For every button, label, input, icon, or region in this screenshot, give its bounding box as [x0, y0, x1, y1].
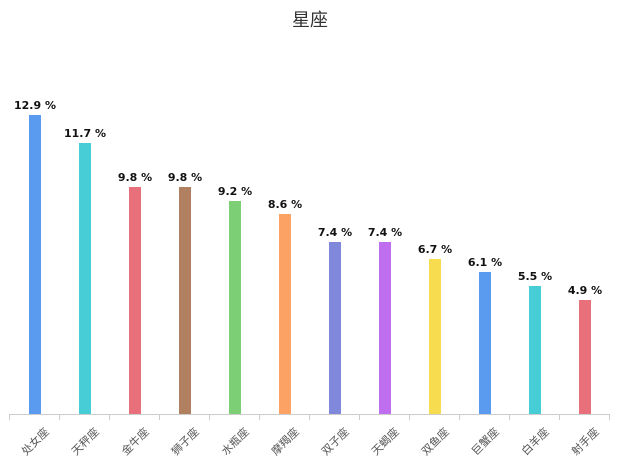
bar-value-label: 9.8 % — [117, 171, 153, 184]
bar[interactable] — [29, 115, 41, 414]
bar[interactable] — [579, 300, 591, 414]
x-axis-tick — [59, 414, 60, 420]
x-axis-category-label: 摩羯座 — [269, 425, 302, 458]
bar-value-label: 9.2 % — [217, 185, 253, 198]
x-axis-category-label: 双子座 — [319, 425, 352, 458]
x-axis-tick — [259, 414, 260, 420]
bar[interactable] — [529, 286, 541, 414]
x-axis-category-label: 射手座 — [569, 425, 602, 458]
x-axis-tick — [309, 414, 310, 420]
bar-value-label: 9.8 % — [167, 171, 203, 184]
x-axis-tick — [609, 414, 610, 420]
bar-value-label: 5.5 % — [517, 270, 553, 283]
bar-value-label: 6.1 % — [467, 256, 503, 269]
bar[interactable] — [229, 201, 241, 414]
x-axis-category-label: 金牛座 — [119, 425, 152, 458]
x-axis-category-label: 双鱼座 — [419, 425, 452, 458]
bar[interactable] — [179, 187, 191, 414]
bar-value-label: 6.7 % — [417, 243, 453, 256]
bar[interactable] — [79, 143, 91, 414]
bar[interactable] — [479, 272, 491, 414]
x-axis-category-label: 天秤座 — [69, 425, 102, 458]
bar-value-label: 11.7 % — [64, 127, 106, 140]
x-axis-tick — [9, 414, 10, 420]
x-axis-category-label: 水瓶座 — [219, 425, 252, 458]
bar-value-label: 8.6 % — [267, 198, 303, 211]
bar-value-label: 12.9 % — [14, 99, 56, 112]
x-axis-tick — [359, 414, 360, 420]
x-axis-category-label: 天蝎座 — [369, 425, 402, 458]
x-axis-category-label: 处女座 — [19, 425, 52, 458]
chart-title: 星座 — [292, 10, 328, 31]
x-axis-tick — [209, 414, 210, 420]
x-axis-tick — [109, 414, 110, 420]
x-axis-tick — [159, 414, 160, 420]
bar[interactable] — [379, 242, 391, 414]
bar[interactable] — [429, 259, 441, 414]
bar[interactable] — [329, 242, 341, 414]
bar-value-label: 7.4 % — [367, 226, 403, 239]
x-axis-category-label: 巨蟹座 — [469, 425, 502, 458]
x-axis-category-label: 狮子座 — [169, 425, 202, 458]
x-axis-tick — [409, 414, 410, 420]
bar-value-label: 4.9 % — [567, 284, 603, 297]
bar-value-label: 7.4 % — [317, 226, 353, 239]
bar[interactable] — [129, 187, 141, 414]
bar[interactable] — [279, 214, 291, 414]
x-axis-category-label: 白羊座 — [519, 425, 552, 458]
x-axis-tick — [459, 414, 460, 420]
x-axis-tick — [509, 414, 510, 420]
x-axis-tick — [559, 414, 560, 420]
